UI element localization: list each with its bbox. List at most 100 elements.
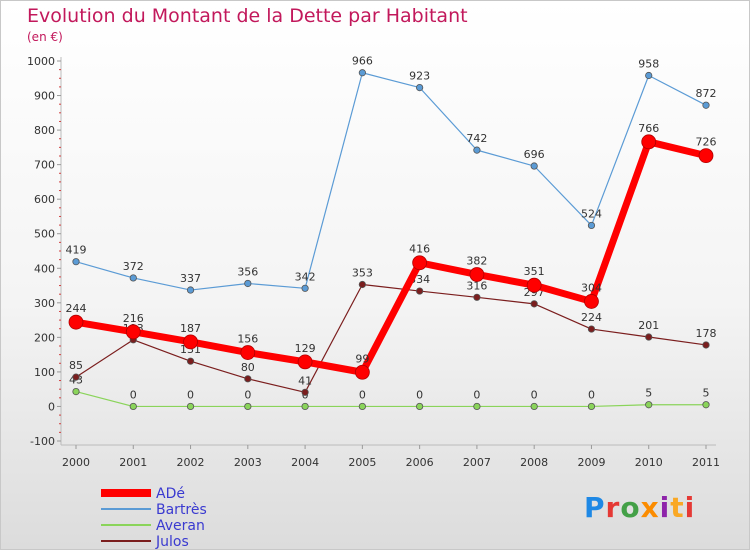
data-label: 0 <box>187 388 194 401</box>
data-point <box>358 280 366 289</box>
x-tick-label: 2011 <box>692 456 720 469</box>
data-point <box>473 402 481 411</box>
y-tick-label: 600 <box>34 193 55 206</box>
x-tick-label: 2006 <box>406 456 434 469</box>
data-point <box>186 357 195 365</box>
data-point <box>129 402 137 411</box>
y-tick-label: 0 <box>48 400 55 413</box>
logo-letter: t <box>670 491 685 524</box>
data-label: 0 <box>359 388 366 401</box>
data-point <box>244 402 252 411</box>
data-label: 416 <box>409 243 430 256</box>
series-bartrs: 419 372 337 356 342 966 923 742 696 524 958 872 <box>66 55 717 294</box>
series-averan: 4300000000055 <box>69 374 710 411</box>
data-label: 187 <box>180 322 201 335</box>
x-tick-label: 2009 <box>577 456 605 469</box>
x-tick-label: 2000 <box>62 456 90 469</box>
x-tick-label: 2007 <box>463 456 491 469</box>
data-point <box>416 402 424 411</box>
data-point <box>530 402 538 411</box>
y-tick-label: 1000 <box>27 55 55 68</box>
data-point <box>416 287 424 295</box>
chart-subtitle: (en €) <box>27 30 63 44</box>
y-tick-label: 300 <box>34 297 55 310</box>
data-label: 178 <box>696 327 717 340</box>
x-tick-label: 2004 <box>291 456 319 469</box>
data-point <box>530 300 538 308</box>
x-tick-label: 2010 <box>635 456 663 469</box>
data-label: 0 <box>473 388 480 401</box>
data-point <box>645 401 653 409</box>
data-label: 41 <box>298 374 312 387</box>
data-point <box>412 255 428 271</box>
data-label: 356 <box>237 265 258 278</box>
data-label: 216 <box>123 312 144 325</box>
data-label: 156 <box>237 333 258 346</box>
data-label: 0 <box>130 388 137 401</box>
data-point <box>587 325 596 333</box>
data-point <box>301 388 309 396</box>
data-point <box>72 258 80 266</box>
data-point <box>186 286 195 294</box>
data-label: 382 <box>466 254 487 267</box>
data-label: 244 <box>66 302 87 315</box>
data-point <box>702 401 710 409</box>
data-label: 99 <box>355 352 369 365</box>
data-label: 224 <box>581 311 602 324</box>
data-point <box>125 324 141 340</box>
series-julos: 851931318041353334316297224201178 <box>69 267 717 396</box>
data-label: 524 <box>581 207 602 220</box>
data-label: 80 <box>241 361 255 374</box>
data-label: 0 <box>531 388 538 401</box>
data-label: 351 <box>524 265 545 278</box>
data-label: 419 <box>66 244 87 257</box>
logo-letter: i <box>684 491 696 524</box>
data-point <box>72 373 80 381</box>
legend-label: Julos <box>155 534 189 549</box>
data-point <box>244 375 252 383</box>
data-label: 316 <box>466 279 487 292</box>
data-label: 372 <box>123 260 144 273</box>
y-tick-label: 500 <box>34 228 55 241</box>
x-tick-label: 2003 <box>234 456 262 469</box>
logo-letter: P <box>584 491 606 524</box>
data-point <box>584 294 599 309</box>
data-point <box>301 402 309 411</box>
data-point <box>530 162 538 170</box>
data-point <box>698 148 714 164</box>
proxiti-logo: Proxiti <box>584 491 695 524</box>
data-point <box>72 387 80 396</box>
data-point <box>240 345 256 360</box>
data-point <box>473 146 481 154</box>
data-label: 5 <box>645 387 652 400</box>
y-tick-label: 400 <box>34 262 55 275</box>
logo-letter: i <box>659 491 671 524</box>
data-point <box>526 277 542 293</box>
x-tick-label: 2002 <box>177 456 205 469</box>
data-label: 353 <box>352 267 373 280</box>
legend-label: Bartrès <box>156 502 207 518</box>
data-label: 129 <box>295 342 316 355</box>
data-point <box>68 314 84 330</box>
data-point <box>358 69 366 77</box>
series-line <box>75 72 707 291</box>
data-label: 0 <box>588 388 595 401</box>
data-label: 923 <box>409 70 430 83</box>
y-tick-label: 900 <box>34 90 55 103</box>
data-label: 696 <box>524 148 545 161</box>
y-tick-label: 200 <box>34 331 55 344</box>
logo-letter: o <box>620 491 641 524</box>
series-line <box>75 138 707 376</box>
legend-label: ADé <box>156 486 185 502</box>
x-tick-label: 2008 <box>520 456 548 469</box>
data-point <box>641 134 657 150</box>
data-point <box>473 293 481 301</box>
y-tick-label: -100 <box>30 435 55 448</box>
legend-label: Averan <box>156 518 205 534</box>
data-point <box>702 341 710 349</box>
series-line <box>75 391 706 408</box>
logo-letter: x <box>640 491 660 524</box>
data-point <box>183 334 198 350</box>
